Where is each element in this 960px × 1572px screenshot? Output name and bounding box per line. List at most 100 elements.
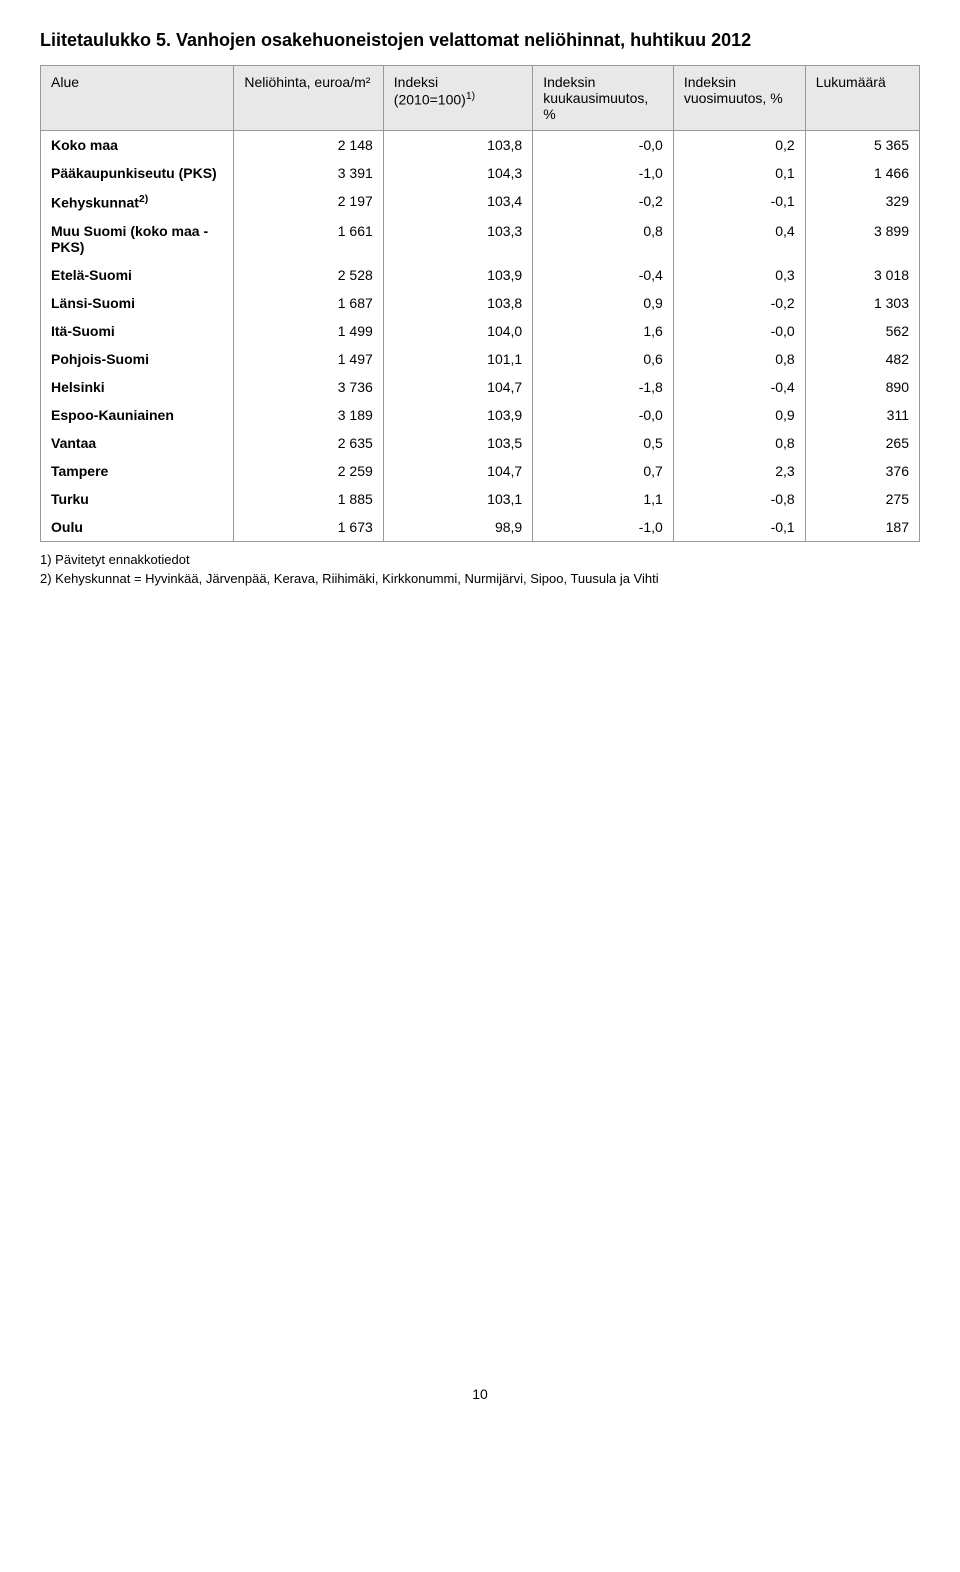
- table-row: Kehyskunnat2)2 197103,4-0,2-0,1329: [41, 187, 920, 217]
- cell: 3 391: [234, 159, 383, 187]
- cell: 103,8: [383, 131, 532, 160]
- col-header-indeksi-text: Indeksi (2010=100): [394, 74, 466, 108]
- cell: 890: [805, 373, 919, 401]
- cell: -1,0: [533, 513, 674, 542]
- col-header-indeksi: Indeksi (2010=100)1): [383, 66, 532, 131]
- table-title: Liitetaulukko 5. Vanhojen osakehuoneisto…: [40, 30, 920, 51]
- col-header-vuosi: Indeksin vuosimuutos, %: [673, 66, 805, 131]
- cell: 3 736: [234, 373, 383, 401]
- table-row: Helsinki3 736104,7-1,8-0,4890: [41, 373, 920, 401]
- col-header-luku: Lukumäärä: [805, 66, 919, 131]
- cell: -0,8: [673, 485, 805, 513]
- cell: -0,0: [533, 131, 674, 160]
- col-header-alue: Alue: [41, 66, 234, 131]
- cell: 0,4: [673, 217, 805, 261]
- table-row: Koko maa2 148103,8-0,00,25 365: [41, 131, 920, 160]
- table-row: Turku1 885103,11,1-0,8275: [41, 485, 920, 513]
- table-row: Espoo-Kauniainen3 189103,9-0,00,9311: [41, 401, 920, 429]
- cell: 0,9: [673, 401, 805, 429]
- cell: 376: [805, 457, 919, 485]
- cell: 103,9: [383, 401, 532, 429]
- cell: 1 687: [234, 289, 383, 317]
- cell: 0,2: [673, 131, 805, 160]
- cell: -1,0: [533, 159, 674, 187]
- cell: 329: [805, 187, 919, 217]
- table-row: Tampere2 259104,70,72,3376: [41, 457, 920, 485]
- row-label: Pääkaupunkiseutu (PKS): [41, 159, 234, 187]
- cell: -1,8: [533, 373, 674, 401]
- header-row: Alue Neliöhinta, euroa/m² Indeksi (2010=…: [41, 66, 920, 131]
- cell: 1,6: [533, 317, 674, 345]
- row-label: Länsi-Suomi: [41, 289, 234, 317]
- table-row: Pääkaupunkiseutu (PKS)3 391104,3-1,00,11…: [41, 159, 920, 187]
- cell: -0,4: [673, 373, 805, 401]
- footnotes: 1) Pävitetyt ennakkotiedot 2) Kehyskunna…: [40, 552, 920, 586]
- cell: 311: [805, 401, 919, 429]
- cell: 0,5: [533, 429, 674, 457]
- cell: 0,8: [533, 217, 674, 261]
- cell: -0,0: [673, 317, 805, 345]
- row-label: Helsinki: [41, 373, 234, 401]
- cell: 1,1: [533, 485, 674, 513]
- cell: 0,1: [673, 159, 805, 187]
- cell: 1 499: [234, 317, 383, 345]
- table-row: Itä-Suomi1 499104,01,6-0,0562: [41, 317, 920, 345]
- cell: 103,3: [383, 217, 532, 261]
- cell: 2 528: [234, 261, 383, 289]
- cell: 562: [805, 317, 919, 345]
- data-table: Alue Neliöhinta, euroa/m² Indeksi (2010=…: [40, 65, 920, 542]
- row-label: Oulu: [41, 513, 234, 542]
- row-label: Etelä-Suomi: [41, 261, 234, 289]
- cell: 1 661: [234, 217, 383, 261]
- cell: 0,9: [533, 289, 674, 317]
- cell: -0,1: [673, 187, 805, 217]
- cell: 5 365: [805, 131, 919, 160]
- table-row: Oulu1 67398,9-1,0-0,1187: [41, 513, 920, 542]
- cell: 265: [805, 429, 919, 457]
- cell: 2 197: [234, 187, 383, 217]
- col-header-indeksi-sup: 1): [466, 90, 475, 102]
- col-header-kuuk: Indeksin kuukausimuutos, %: [533, 66, 674, 131]
- table-row: Pohjois-Suomi1 497101,10,60,8482: [41, 345, 920, 373]
- cell: 104,7: [383, 457, 532, 485]
- cell: -0,0: [533, 401, 674, 429]
- cell: 3 018: [805, 261, 919, 289]
- cell: 104,0: [383, 317, 532, 345]
- cell: 0,6: [533, 345, 674, 373]
- row-label: Kehyskunnat2): [41, 187, 234, 217]
- cell: 1 885: [234, 485, 383, 513]
- row-label: Turku: [41, 485, 234, 513]
- cell: 2 148: [234, 131, 383, 160]
- cell: 3 189: [234, 401, 383, 429]
- cell: -0,1: [673, 513, 805, 542]
- row-label: Koko maa: [41, 131, 234, 160]
- cell: 104,7: [383, 373, 532, 401]
- cell: -0,2: [533, 187, 674, 217]
- page-number: 10: [40, 1386, 920, 1402]
- cell: 1 497: [234, 345, 383, 373]
- row-label: Tampere: [41, 457, 234, 485]
- cell: 103,5: [383, 429, 532, 457]
- row-label: Vantaa: [41, 429, 234, 457]
- cell: 103,9: [383, 261, 532, 289]
- cell: 1 673: [234, 513, 383, 542]
- cell: 0,3: [673, 261, 805, 289]
- footnote-2: 2) Kehyskunnat = Hyvinkää, Järvenpää, Ke…: [40, 571, 920, 586]
- table-row: Vantaa2 635103,50,50,8265: [41, 429, 920, 457]
- cell: -0,2: [673, 289, 805, 317]
- cell: 187: [805, 513, 919, 542]
- cell: 98,9: [383, 513, 532, 542]
- cell: -0,4: [533, 261, 674, 289]
- cell: 2 635: [234, 429, 383, 457]
- cell: 275: [805, 485, 919, 513]
- cell: 482: [805, 345, 919, 373]
- cell: 0,8: [673, 429, 805, 457]
- cell: 0,7: [533, 457, 674, 485]
- cell: 0,8: [673, 345, 805, 373]
- cell: 103,4: [383, 187, 532, 217]
- cell: 2,3: [673, 457, 805, 485]
- cell: 103,1: [383, 485, 532, 513]
- cell: 103,8: [383, 289, 532, 317]
- footnote-1: 1) Pävitetyt ennakkotiedot: [40, 552, 920, 567]
- table-row: Länsi-Suomi1 687103,80,9-0,21 303: [41, 289, 920, 317]
